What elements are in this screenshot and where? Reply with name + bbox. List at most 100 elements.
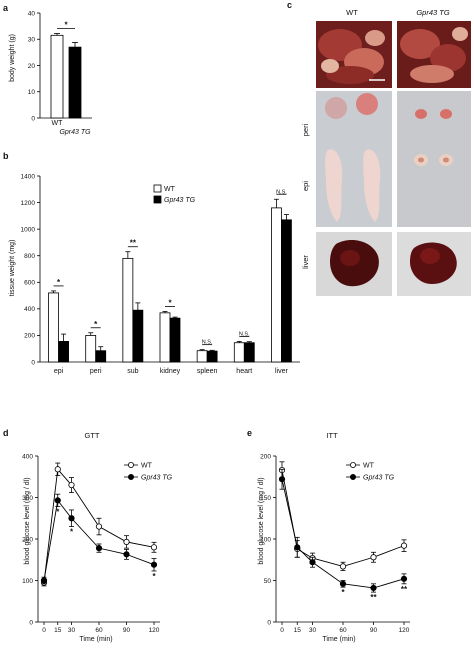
panel-a-body-weight: a body weight (g) 0 10 20 30 40 * WT Gpr43 TG (3, 3, 92, 136)
panel-d-ylabel: blood glucose level (mg / dl) (24, 477, 31, 564)
a-ytick-label: 10 (28, 89, 36, 96)
legend-swatch-tg (153, 195, 162, 204)
d-ytick-label: 100 (22, 578, 33, 585)
e-point-tg (339, 580, 347, 587)
b-category-label: heart (236, 368, 252, 375)
legend-marker-tg (127, 473, 134, 480)
e-xtick-label: 30 (309, 627, 317, 634)
a-ytick-label: 0 (31, 115, 35, 122)
panel-e-legend: WT Gpr43 TG (346, 461, 395, 482)
a-bar (68, 46, 82, 119)
b-sig-label: N.S. (239, 331, 250, 337)
a-ytick-label: 40 (28, 10, 36, 17)
e-xtick-label: 60 (339, 627, 347, 634)
e-ytick-label: 100 (260, 536, 271, 543)
e-sig-label: * (341, 588, 345, 597)
e-ytick-label: 150 (260, 495, 271, 502)
a-ytick-label: 30 (28, 37, 36, 44)
b-bar-tg (281, 219, 292, 363)
panel-e-ylabel: blood glucose level (mg / dl) (258, 477, 265, 564)
d-xtick-label: 30 (68, 627, 76, 634)
panel-a-cat-wt: WT (52, 120, 64, 127)
panel-d-xlabel: Time (min) (79, 636, 112, 643)
panel-c-letter: c (287, 0, 292, 10)
d-sig-label: * (56, 508, 60, 517)
b-ytick-label: 800 (24, 253, 35, 260)
photo-wt-fat (316, 91, 392, 227)
d-point-wt (123, 538, 130, 546)
d-point-tg (150, 561, 158, 568)
panel-d-plot: 0 100 200 300 400 0 15 30 60 90 120 * * * (22, 453, 160, 634)
e-ytick-label: 0 (267, 619, 271, 626)
b-ytick-label: 1200 (21, 200, 36, 207)
b-category-label: peri (90, 368, 102, 375)
b-bar-tg (169, 317, 181, 363)
e-ytick-label: 200 (260, 453, 271, 460)
b-bar-wt (48, 292, 59, 363)
b-category-label: kidney (160, 368, 181, 375)
e-point-wt (339, 563, 347, 570)
d-ytick-label: 200 (22, 536, 33, 543)
b-bar-tg (58, 341, 69, 363)
b-bar-wt (233, 342, 245, 363)
e-point-tg (294, 544, 301, 551)
e-xtick-label: 120 (399, 627, 410, 634)
b-category-label: sub (127, 368, 138, 375)
b-bar-wt (159, 312, 171, 363)
e-xtick-label: 90 (370, 627, 378, 634)
d-ytick-label: 300 (22, 495, 33, 502)
d-series-line-wt (43, 468, 155, 583)
d-xtick-label: 90 (123, 627, 131, 634)
b-bar-wt (271, 207, 282, 363)
panel-e-xlabel: Time (min) (322, 636, 355, 643)
b-bar-wt (122, 257, 134, 363)
panel-b-tissue-weight: b tissue weight (mg) 0 200 400 600 800 1000 12… (3, 151, 300, 375)
e-xtick-label: 0 (280, 627, 284, 634)
panel-c-row-peri: peri (301, 123, 310, 136)
b-category-label: spleen (197, 368, 218, 375)
e-point-wt (370, 554, 377, 561)
e-point-wt (400, 542, 408, 549)
d-point-wt (68, 481, 75, 489)
b-ytick-label: 600 (24, 280, 35, 287)
panel-c-row-liver: liver (301, 255, 310, 269)
a-bar (50, 34, 64, 119)
panel-a-plot: 0 10 20 30 40 * (28, 10, 92, 122)
b-bar-tg (95, 350, 107, 363)
e-series-line-wt (281, 470, 405, 567)
d-point-tg (40, 577, 48, 584)
b-category-label: epi (54, 368, 64, 375)
b-sig-label: N.S. (276, 189, 287, 195)
panel-b-ylabel: tissue weight (mg) (9, 240, 16, 297)
legend-label-tg: Gpr43 TG (141, 475, 173, 482)
d-point-wt (95, 523, 103, 530)
panel-e-title: ITT (326, 431, 338, 440)
photo-wt-liver (316, 232, 392, 296)
b-category-label: liver (275, 368, 289, 375)
b-ytick-label: 200 (24, 333, 35, 340)
legend-label-wt: WT (141, 463, 153, 470)
d-xtick-label: 0 (42, 627, 46, 634)
b-sig-label: * (94, 320, 98, 329)
b-ytick-label: 0 (31, 359, 35, 366)
legend-marker-wt (127, 461, 134, 468)
d-ytick-label: 400 (22, 453, 33, 460)
d-point-tg (123, 551, 130, 558)
panel-d-gtt: d GTT blood glucose level (mg / dl) Time… (3, 428, 173, 643)
a-ytick-label: 20 (28, 63, 36, 70)
d-point-tg (54, 497, 61, 504)
panel-e-itt: e ITT blood glucose level (mg / dl) Time… (247, 428, 410, 643)
panel-a-letter: a (3, 3, 9, 13)
legend-swatch-wt (153, 184, 162, 193)
e-point-tg (400, 575, 408, 582)
d-xtick-label: 15 (54, 627, 62, 634)
panel-d-title: GTT (85, 431, 100, 440)
b-sig-label: * (57, 278, 61, 287)
b-bar-wt (85, 335, 97, 363)
d-ytick-label: 0 (29, 619, 33, 626)
a-sig-label: * (64, 20, 68, 29)
panel-b-plot: 0 200 400 600 800 1000 1200 1400 epi * peri * sub ** k… (21, 173, 300, 375)
panel-c-col-tg: Gpr43 TG (416, 8, 450, 17)
e-series-line-tg (281, 479, 405, 589)
